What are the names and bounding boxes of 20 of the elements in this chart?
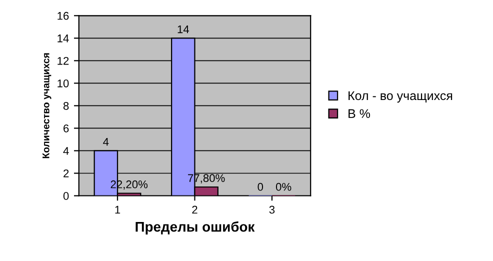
legend-label: В % <box>348 109 370 118</box>
x-tick-label: 2 <box>192 206 198 214</box>
y-axis-title: Количество учащихся <box>42 53 52 158</box>
y-tick-label: 12 <box>58 56 69 65</box>
y-tick-label: 8 <box>63 102 69 110</box>
y-tick-label: 2 <box>64 170 69 178</box>
y-tick-label: 16 <box>58 12 69 20</box>
y-tick-label: 6 <box>64 124 69 132</box>
y-tick-label: 14 <box>58 34 69 42</box>
y-tick-label: 10 <box>58 79 69 88</box>
x-tick-label: 3 <box>269 206 275 214</box>
x-tick-label: 1 <box>115 206 120 214</box>
y-tick-label: 4 <box>63 147 69 155</box>
data-label: 0% <box>276 182 292 191</box>
y-tick-label: 0 <box>63 192 69 200</box>
legend-label: Кол - во учащихся <box>348 91 452 103</box>
data-label: 4 <box>103 138 109 146</box>
data-label: 14 <box>178 25 190 34</box>
x-axis-title: Пределы ошибок <box>136 221 255 234</box>
data-label: 0 <box>258 182 264 191</box>
